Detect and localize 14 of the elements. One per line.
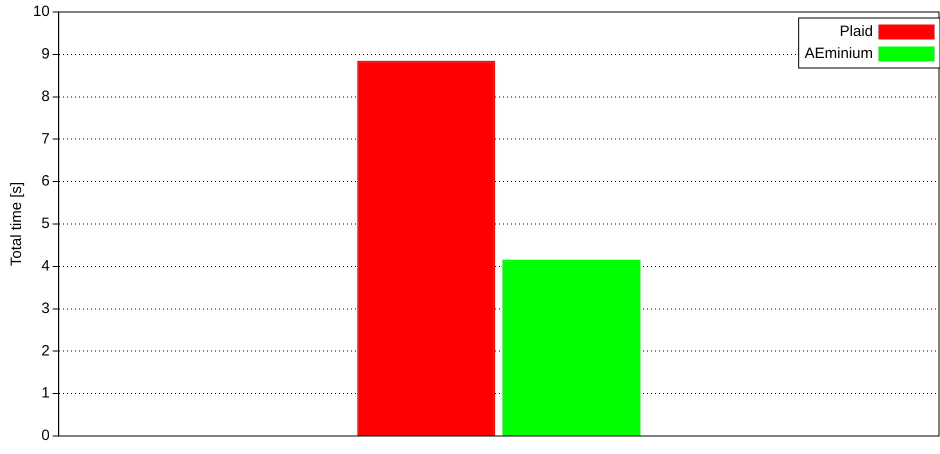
- y-tick-label: 4: [41, 258, 50, 275]
- y-tick-label: 6: [41, 172, 50, 190]
- y-tick-label: 10: [32, 3, 50, 20]
- y-tick-label: 3: [41, 300, 50, 317]
- y-tick-label: 5: [41, 215, 50, 232]
- legend-label: AEminium: [804, 45, 873, 62]
- y-tick-label: 2: [41, 342, 50, 360]
- y-tick-label: 8: [41, 88, 50, 105]
- y-tick-label: 9: [41, 46, 50, 63]
- y-tick-label: 0: [41, 427, 50, 444]
- y-tick-label: 1: [41, 384, 50, 402]
- legend-label: Plaid: [840, 23, 873, 40]
- y-tick-label: 7: [41, 130, 50, 148]
- y-axis-title: Total time [s]: [8, 182, 26, 266]
